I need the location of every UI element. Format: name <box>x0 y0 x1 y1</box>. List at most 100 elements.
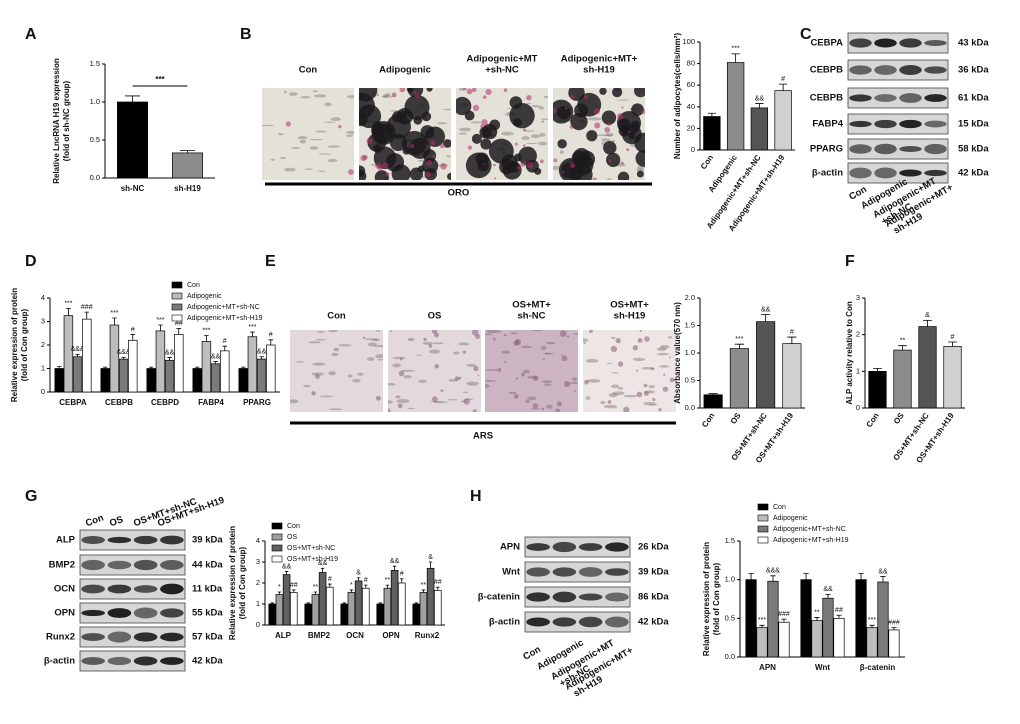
lipid <box>471 133 482 144</box>
cell <box>388 400 394 404</box>
cell <box>270 158 276 161</box>
cell <box>290 399 299 404</box>
error-bar <box>392 565 397 571</box>
stain-dot <box>398 370 405 377</box>
x-tick-label: OS <box>729 411 743 426</box>
blot-band <box>899 169 922 177</box>
cell <box>309 146 319 150</box>
protein-label: FABP4 <box>812 119 843 130</box>
blot-band <box>526 567 550 577</box>
lipid <box>392 111 404 123</box>
micrograph <box>553 88 645 180</box>
y-tick-label: 20 <box>687 123 695 132</box>
bar <box>756 321 776 409</box>
protein-label: Wnt <box>502 567 521 578</box>
stain-dot <box>485 88 492 96</box>
cell <box>280 156 286 159</box>
lipid <box>456 96 472 116</box>
stain-dot <box>652 397 656 402</box>
blot-band <box>107 608 132 618</box>
blot-strip <box>79 650 186 672</box>
stain-dot <box>626 148 630 152</box>
legend-swatch <box>171 281 183 289</box>
bar <box>201 341 212 393</box>
legend-label: OS+MT+sh-H19 <box>287 556 338 563</box>
bar <box>419 592 428 626</box>
bar <box>893 349 912 409</box>
stain-dot <box>663 373 666 376</box>
blot-band <box>107 631 132 643</box>
lipid <box>557 139 567 149</box>
cell <box>315 130 327 133</box>
panel-label: A <box>25 26 37 43</box>
cell <box>291 146 301 149</box>
stain-dot <box>592 177 597 180</box>
bar <box>128 339 138 393</box>
y-tick-label: 1.5 <box>90 59 100 68</box>
size-label: 42 kDa <box>638 617 669 628</box>
y-tick-label: 0.0 <box>90 173 100 182</box>
blot-strip <box>79 529 186 551</box>
y-axis-label: (fold of Con group) <box>20 308 29 381</box>
lipid <box>630 120 640 130</box>
stain-dot <box>637 337 643 343</box>
micrograph-label: OS+MT+ <box>512 300 551 311</box>
error-bar <box>130 334 135 341</box>
significance: & <box>925 312 930 319</box>
x-tick-label: OS <box>892 411 906 426</box>
micrograph <box>359 88 451 180</box>
cell <box>311 372 324 376</box>
blot-strip <box>847 162 949 184</box>
cell <box>300 95 311 99</box>
micrograph-label: sh-H19 <box>614 311 646 322</box>
cell <box>531 330 543 332</box>
lipid <box>373 123 393 143</box>
blot-strip <box>524 536 631 558</box>
y-tick-label: 3 <box>41 316 45 325</box>
bar <box>750 107 769 151</box>
stain-dot <box>553 107 557 114</box>
error-bar <box>124 95 141 102</box>
cell <box>539 132 546 137</box>
stain-dot <box>377 164 383 171</box>
significance: # <box>223 338 227 345</box>
stain-dot <box>513 394 519 399</box>
cell <box>284 167 296 172</box>
error-bar <box>149 366 154 369</box>
lipid <box>553 99 574 124</box>
cell <box>603 404 618 409</box>
error-bar <box>364 584 368 589</box>
stain-dot <box>564 106 568 110</box>
cell <box>608 393 618 398</box>
blot-band <box>899 93 922 103</box>
significance: *** <box>202 327 210 334</box>
error-bar <box>66 308 71 316</box>
cell <box>466 363 477 367</box>
cell <box>656 347 667 351</box>
cell <box>277 132 284 136</box>
bar <box>426 567 435 626</box>
y-tick-label: 1.0 <box>685 348 695 357</box>
cell <box>453 351 460 355</box>
y-axis-label: (fold of Con group) <box>238 546 247 619</box>
blot-band <box>899 64 922 76</box>
stain-dot <box>615 337 621 344</box>
bar <box>210 363 221 393</box>
y-tick-label: 0 <box>256 620 260 629</box>
lipid <box>635 150 645 167</box>
blot-band <box>899 119 922 129</box>
lipid <box>618 125 630 137</box>
micrograph-bg <box>262 88 354 180</box>
y-tick-label: 3 <box>856 293 860 302</box>
cell <box>376 330 381 332</box>
bar <box>118 358 129 393</box>
error-bar <box>57 366 62 369</box>
stain-dot <box>669 377 675 383</box>
legend-label: OS <box>287 534 297 541</box>
error-bar <box>268 339 273 345</box>
error-bar <box>781 618 787 623</box>
bar <box>109 324 120 393</box>
stain-dot <box>583 342 586 345</box>
cell <box>501 131 514 136</box>
